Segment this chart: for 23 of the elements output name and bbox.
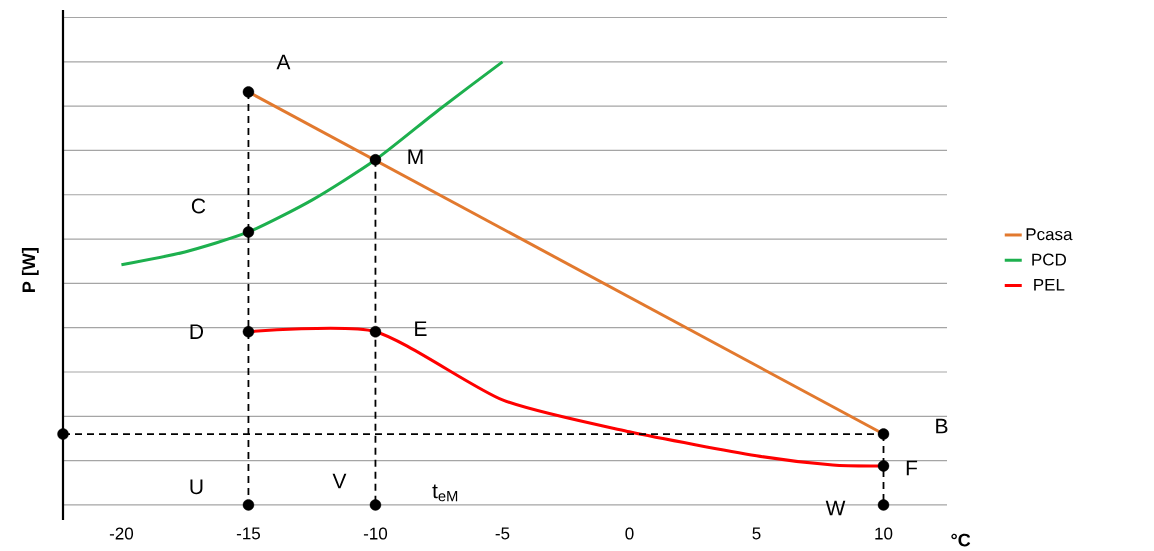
annotation: t$_{eM}$ [432,484,458,502]
x-tick-label: -10 [363,527,388,540]
x-tick-label: -15 [236,527,260,540]
x-tick-label: 5 [752,527,761,540]
annotation: M [408,149,423,164]
legend-label: PCD [1032,253,1066,266]
annotation: V [332,473,347,489]
x-tick-label: -20 [109,527,134,540]
x-tick-label: 0 [625,527,634,540]
annotation: B [936,418,948,434]
annotation: U [190,479,203,495]
y-axis-title: P [W] [21,248,39,292]
annotation: E [415,321,427,336]
x-axis-title: °C [951,533,971,547]
legend-label: PEL [1034,278,1065,291]
x-tick-label: 10 [875,527,893,540]
annotation: C [191,198,206,214]
annotation: A [276,54,291,70]
annotation: W [825,500,846,516]
annotation: D [190,324,204,339]
x-tick-label: -5 [495,527,510,540]
legend-label: Pcasa [1026,228,1073,241]
annotation: F [906,460,918,476]
